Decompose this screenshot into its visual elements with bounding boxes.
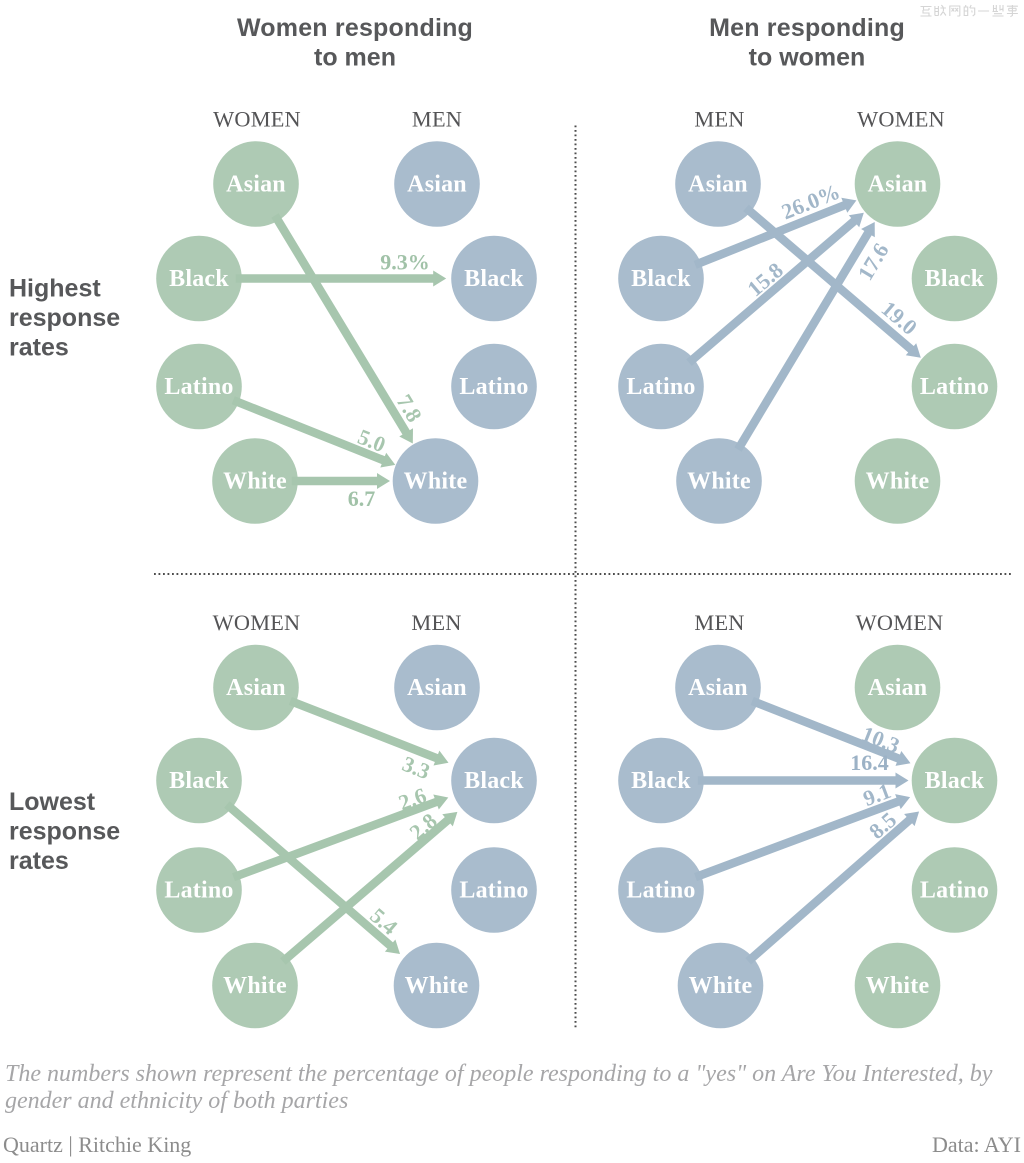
- svg-text:The numbers shown represent th: The numbers shown represent the percenta…: [5, 1061, 993, 1087]
- svg-text:to women: to women: [749, 44, 866, 72]
- svg-text:Latino: Latino: [626, 877, 695, 903]
- svg-text:Asian: Asian: [226, 171, 286, 197]
- svg-text:Black: Black: [925, 266, 985, 292]
- svg-text:MEN: MEN: [412, 107, 462, 132]
- svg-text:Latino: Latino: [164, 374, 233, 400]
- svg-text:White: White: [223, 468, 287, 494]
- svg-text:Lowest: Lowest: [9, 788, 96, 816]
- svg-text:WOMEN: WOMEN: [856, 610, 944, 635]
- svg-text:Asian: Asian: [407, 171, 467, 197]
- svg-text:Black: Black: [631, 266, 691, 292]
- svg-text:response: response: [9, 818, 120, 846]
- svg-text:rates: rates: [9, 333, 69, 361]
- svg-text:WOMEN: WOMEN: [857, 107, 945, 132]
- svg-text:Black: Black: [631, 768, 691, 794]
- svg-text:White: White: [687, 468, 751, 494]
- svg-text:MEN: MEN: [411, 610, 461, 635]
- svg-text:Latino: Latino: [920, 877, 989, 903]
- svg-text:rates: rates: [9, 847, 69, 875]
- svg-text:Latino: Latino: [626, 374, 695, 400]
- svg-text:Latino: Latino: [164, 877, 233, 903]
- svg-text:Women responding: Women responding: [237, 14, 473, 42]
- svg-text:9.3%: 9.3%: [380, 250, 430, 275]
- svg-text:WOMEN: WOMEN: [213, 610, 301, 635]
- svg-text:Asian: Asian: [688, 675, 748, 701]
- svg-text:MEN: MEN: [694, 107, 744, 132]
- svg-text:Asian: Asian: [226, 675, 286, 701]
- svg-text:Latino: Latino: [920, 374, 989, 400]
- svg-text:Asian: Asian: [868, 171, 928, 197]
- svg-text:Black: Black: [925, 768, 985, 794]
- svg-text:White: White: [866, 468, 930, 494]
- svg-text:MEN: MEN: [694, 610, 744, 635]
- svg-text:16.4: 16.4: [850, 750, 889, 775]
- svg-text:White: White: [405, 973, 469, 999]
- svg-text:White: White: [223, 973, 287, 999]
- svg-text:Data: AYI: Data: AYI: [932, 1132, 1021, 1157]
- svg-text:WOMEN: WOMEN: [213, 107, 301, 132]
- svg-text:Black: Black: [464, 266, 524, 292]
- svg-text:White: White: [404, 468, 468, 494]
- svg-text:White: White: [866, 973, 930, 999]
- svg-text:Latino: Latino: [459, 374, 528, 400]
- svg-text:6.7: 6.7: [348, 486, 376, 511]
- svg-text:Quartz | Ritchie King: Quartz | Ritchie King: [3, 1132, 191, 1157]
- svg-text:Black: Black: [169, 266, 229, 292]
- svg-text:Black: Black: [464, 768, 524, 794]
- svg-text:Men responding: Men responding: [709, 14, 905, 42]
- svg-text:White: White: [689, 973, 753, 999]
- svg-text:Black: Black: [169, 768, 229, 794]
- svg-text:to men: to men: [314, 44, 396, 72]
- svg-text:gender and ethnicity of both p: gender and ethnicity of both parties: [5, 1088, 348, 1114]
- svg-text:response: response: [9, 304, 120, 332]
- svg-text:Asian: Asian: [868, 675, 928, 701]
- svg-text:Highest: Highest: [9, 274, 101, 302]
- svg-text:Latino: Latino: [459, 877, 528, 903]
- svg-text:Asian: Asian: [407, 675, 467, 701]
- svg-text:Asian: Asian: [688, 171, 748, 197]
